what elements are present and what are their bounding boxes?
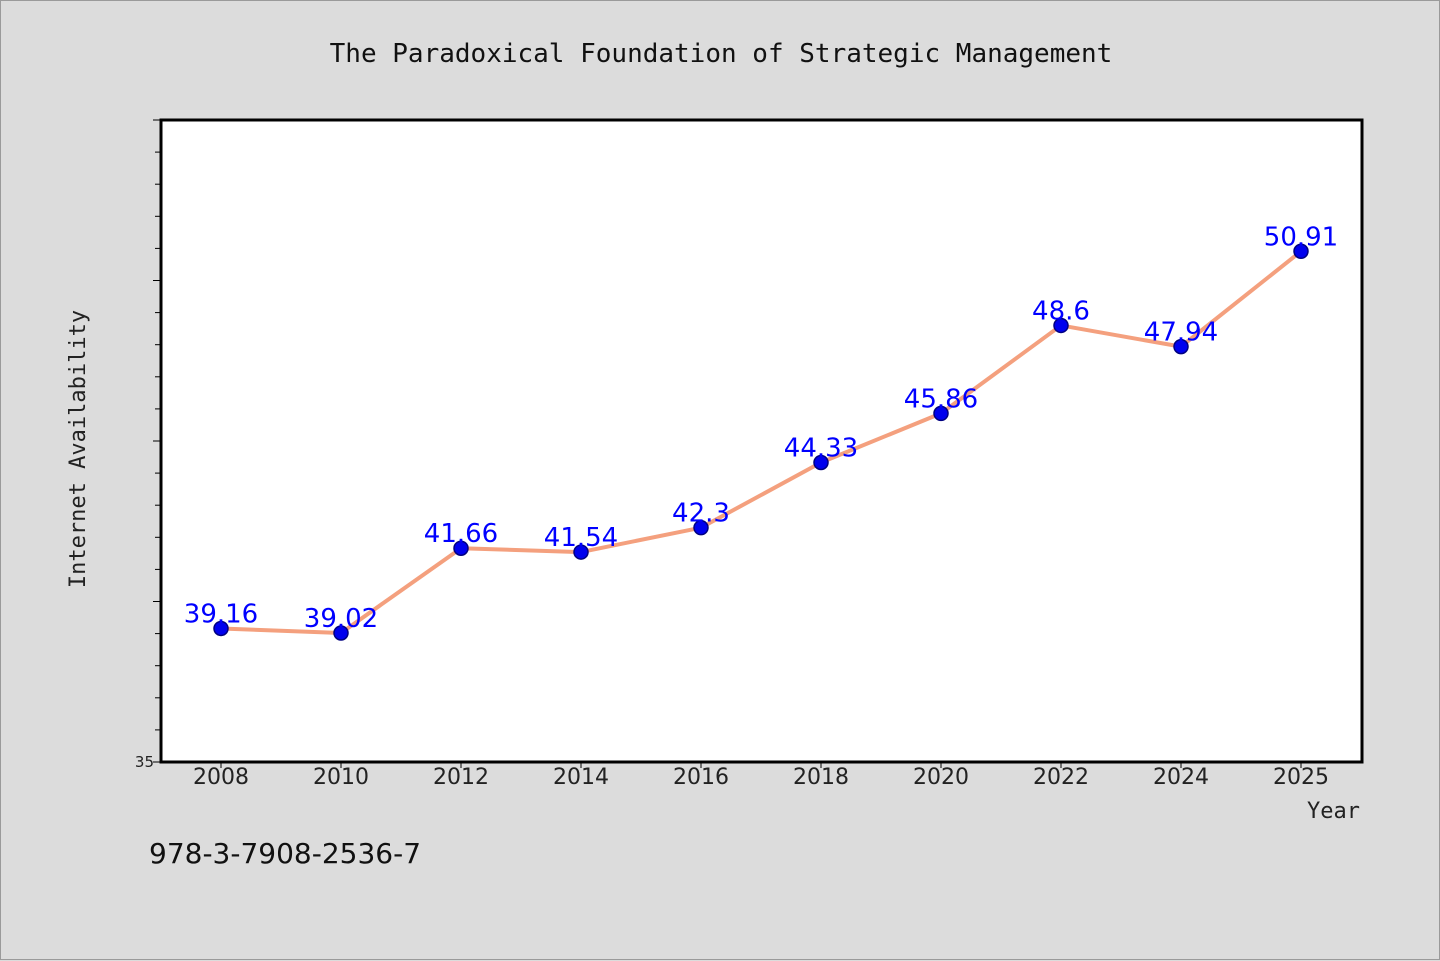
data-point	[213, 620, 229, 637]
data-label: 41.66	[424, 519, 498, 549]
y-tick-label: 35	[135, 753, 154, 771]
chart-title: The Paradoxical Foundation of Strategic …	[330, 39, 1113, 69]
x-tick-label: 2025	[1273, 765, 1329, 790]
data-label: 39.16	[184, 599, 258, 629]
data-label: 48.6	[1032, 296, 1090, 326]
data-point	[573, 544, 589, 560]
x-tick-label: 2010	[313, 765, 369, 790]
data-point	[813, 454, 829, 471]
x-axis-label: Year	[1307, 799, 1360, 824]
y-axis-ticks	[153, 119, 161, 763]
x-tick-label: 2008	[193, 765, 249, 790]
plot-area	[159, 118, 1364, 764]
data-point	[1173, 338, 1189, 355]
data-point	[933, 405, 949, 422]
data-label: 41.54	[544, 523, 618, 553]
data-label: 42.3	[672, 499, 730, 529]
data-labels: 39.16 39.02 41.66 41.54 42.3 44.33 45.86 48.6 47…	[184, 222, 1338, 634]
data-point	[333, 625, 349, 641]
x-tick-label: 2012	[433, 765, 489, 790]
x-tick-label: 2014	[553, 765, 609, 790]
x-tick-label: 2022	[1033, 765, 1089, 790]
data-label: 44.33	[784, 434, 858, 464]
y-axis-label: Internet Availability	[66, 310, 91, 588]
data-label: 50.91	[1264, 222, 1338, 252]
data-point	[693, 519, 709, 536]
x-axis-ticks	[220, 762, 1302, 768]
x-tick-label: 2024	[1153, 765, 1209, 790]
data-label: 45.86	[904, 384, 978, 414]
data-points	[213, 243, 1309, 641]
series-line	[220, 249, 1303, 635]
data-point	[453, 540, 469, 556]
data-point	[1293, 243, 1309, 260]
x-tick-labels: 2008 2010 2012 2014 2016 2018 2020 2022 2024 2025	[193, 765, 1329, 790]
x-tick-label: 2018	[793, 765, 849, 790]
data-point	[1053, 317, 1069, 334]
data-label: 47.94	[1144, 318, 1218, 348]
isbn-text: 978-3-7908-2536-7	[149, 837, 421, 870]
series-line-group	[220, 249, 1303, 635]
data-label: 39.02	[304, 604, 378, 634]
x-tick-label: 2020	[913, 765, 969, 790]
x-tick-label: 2016	[673, 765, 729, 790]
